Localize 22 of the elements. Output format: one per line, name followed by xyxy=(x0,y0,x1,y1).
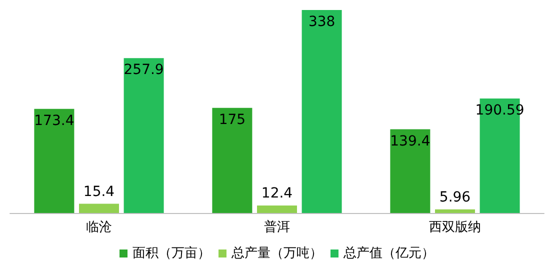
legend-label: 总产量（万吨） xyxy=(230,246,322,261)
bar xyxy=(79,204,119,213)
data-label: 173.4 xyxy=(34,112,74,129)
legend-label: 面积（万亩） xyxy=(132,245,210,261)
data-label: 5.96 xyxy=(439,189,471,206)
bar xyxy=(435,209,475,213)
x-tick-label: 临沧 xyxy=(86,220,112,235)
data-label: 175 xyxy=(218,112,246,128)
data-label: 15.4 xyxy=(83,184,115,200)
bar xyxy=(257,206,297,213)
legend-label: 总产值（亿元） xyxy=(342,246,434,261)
bar xyxy=(212,108,252,213)
bar xyxy=(34,108,74,213)
bar xyxy=(124,58,164,213)
data-label: 257.9 xyxy=(124,62,164,78)
x-tick-label: 普洱 xyxy=(264,219,290,235)
x-tick-label: 西双版纳 xyxy=(429,220,481,235)
data-label: 12.4 xyxy=(261,186,293,202)
bar xyxy=(302,10,342,213)
bar xyxy=(390,129,430,213)
data-label: 139.4 xyxy=(390,133,430,150)
data-label: 338 xyxy=(308,14,336,30)
